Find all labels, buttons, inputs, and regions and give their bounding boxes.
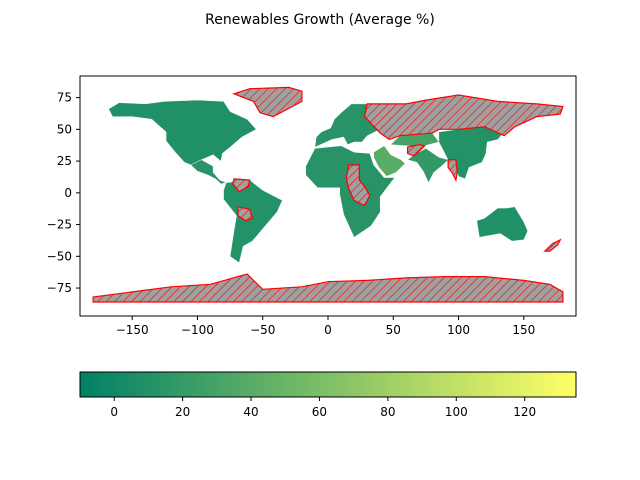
- region-afghanistan: [407, 143, 426, 157]
- x-tick-label: −50: [250, 323, 275, 337]
- region-south-america: [223, 179, 283, 264]
- axes: −150 −100 −50 0 50 100 150 75 50 25 0 −25 −50 −75: [47, 91, 536, 337]
- x-tick-label: 0: [324, 323, 332, 337]
- y-tick-label: 75: [57, 91, 72, 105]
- region-venezuela: [232, 178, 251, 193]
- colorbar-tick-label: 60: [312, 405, 327, 419]
- x-tick-label: 100: [447, 323, 470, 337]
- region-antarctica: [92, 273, 564, 303]
- region-north-america: [108, 99, 257, 166]
- colorbar-tick-label: 120: [513, 405, 536, 419]
- colorbar-tick-label: 20: [175, 405, 190, 419]
- region-central-america: [190, 159, 227, 185]
- y-tick-label: −50: [47, 249, 72, 263]
- y-tick-label: −25: [47, 218, 72, 232]
- region-east-asia: [438, 126, 505, 180]
- region-central-africa: [345, 164, 371, 207]
- colorbar-tick-label: 80: [380, 405, 395, 419]
- map-area: [92, 86, 564, 303]
- y-tick-label: 50: [57, 122, 72, 136]
- colorbar: [79, 371, 577, 398]
- colorbar-tick-label: 100: [445, 405, 468, 419]
- y-tick-label: 25: [57, 154, 72, 168]
- region-russia: [363, 94, 564, 141]
- colorbar-tick-label: 40: [243, 405, 258, 419]
- region-oceania: [476, 206, 528, 242]
- x-tick-label: 150: [512, 323, 535, 337]
- region-myanmar: [447, 159, 458, 182]
- region-nz: [543, 238, 562, 252]
- x-tick-label: −150: [116, 323, 149, 337]
- region-south-asia: [407, 148, 449, 184]
- colorbar-tick-label: 0: [110, 405, 118, 419]
- y-tick-label: −75: [47, 281, 72, 295]
- region-middle-east: [373, 145, 406, 177]
- y-tick-label: 0: [64, 186, 72, 200]
- region-greenland: [232, 86, 303, 118]
- x-tick-label: 50: [386, 323, 401, 337]
- chart-title: Renewables Growth (Average %): [205, 12, 435, 28]
- x-tick-label: −100: [181, 323, 214, 337]
- colorbar-axis: 0 20 40 60 80 100 120: [110, 397, 536, 419]
- region-bolivia: [237, 206, 254, 222]
